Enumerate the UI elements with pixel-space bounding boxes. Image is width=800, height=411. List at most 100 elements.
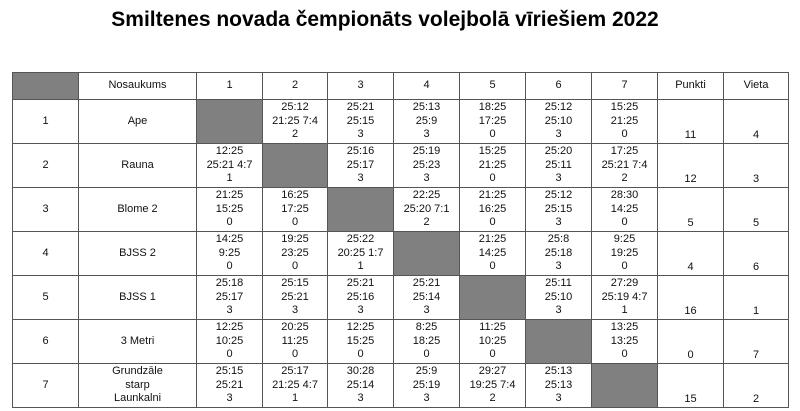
match-result-cell: 30:28 25:14 3: [327, 363, 394, 408]
match-result-cell: 25:22 20:25 1:7 1: [327, 231, 394, 276]
self-match-cell: [525, 319, 592, 364]
match-points: 3: [226, 392, 233, 405]
match-points: 0: [489, 172, 496, 185]
team-points: 11: [657, 99, 724, 144]
team-place: 6: [723, 231, 789, 276]
match-points: 2: [423, 216, 430, 229]
match-result-cell: 16:25 17:25 0: [262, 187, 328, 232]
team-name: Grundzāle starp Launkalni: [78, 363, 197, 408]
set-score: 25:21: [281, 290, 309, 303]
team-number: 4: [12, 231, 79, 276]
team-place: 7: [723, 319, 789, 364]
set-score: 21:25: [478, 158, 507, 171]
set-score: 25:17: [346, 158, 375, 171]
match-result-cell: 25:20 25:11 3: [525, 143, 592, 188]
team-name: BJSS 2: [78, 231, 197, 276]
match-result-cell: 21:25 16:25 0: [459, 187, 526, 232]
set-score: 25:15: [281, 277, 309, 290]
match-result-cell: 25:9 25:19 3: [393, 363, 460, 408]
set-score: 13:25: [610, 321, 639, 334]
self-match-cell: [327, 187, 394, 232]
team-number: 1: [12, 99, 79, 144]
set-score: 25:14: [346, 378, 375, 391]
team-points: 16: [657, 275, 724, 320]
match-points: 1: [226, 172, 233, 185]
set-score: 25:22: [346, 233, 375, 246]
set-score: 11:25: [281, 334, 309, 347]
set-score: 25:12: [281, 101, 309, 114]
header-col-7: 7: [591, 72, 658, 100]
set-score: 29:27: [478, 365, 507, 378]
match-points: 0: [226, 216, 233, 229]
set-score: 16:25: [281, 189, 309, 202]
match-result-cell: 22:25 25:20 7:1 2: [393, 187, 460, 232]
match-points: 0: [621, 260, 628, 273]
header-col-1: 1: [196, 72, 263, 100]
match-result-cell: 25:13 25:9 3: [393, 99, 460, 144]
set-score: 10:25: [478, 334, 507, 347]
match-result-cell: 27:29 25:19 4:7 1: [591, 275, 658, 320]
team-points: 4: [657, 231, 724, 276]
match-points: 3: [226, 304, 233, 317]
match-result-cell: 12:25 25:21 4:7 1: [196, 143, 263, 188]
team-name-line: Launkalni: [113, 392, 162, 405]
team-number: 3: [12, 187, 79, 232]
set-score: 14:25: [610, 202, 639, 215]
match-points: 3: [423, 304, 430, 317]
match-result-cell: 25:12 25:15 3: [525, 187, 592, 232]
match-result-cell: 29:27 19:25 7:4 2: [459, 363, 526, 408]
match-points: 0: [489, 348, 496, 361]
page-title: Smiltenes novada čempionāts volejbolā vī…: [111, 8, 659, 31]
match-result-cell: 25:12 25:10 3: [525, 99, 592, 144]
match-result-cell: 25:13 25:13 3: [525, 363, 592, 408]
set-score: 25:19 4:7: [601, 290, 648, 303]
match-result-cell: 25:8 25:18 3: [525, 231, 592, 276]
set-score: 25:21: [412, 277, 441, 290]
set-score: 18:25: [412, 334, 441, 347]
set-score: 15:25: [346, 334, 375, 347]
match-points: 0: [226, 260, 233, 273]
match-result-cell: 25:21 25:15 3: [327, 99, 394, 144]
set-score: 25:15: [346, 114, 375, 127]
team-points: 5: [657, 187, 724, 232]
team-points: 0: [657, 319, 724, 364]
set-score: 21:25: [215, 189, 244, 202]
header-row: Nosaukums 1 2 3 4 5 6 7 Punkti Vieta: [12, 72, 789, 100]
team-number: 2: [12, 143, 79, 188]
set-score: 19:25: [281, 233, 309, 246]
match-result-cell: 25:15 25:21 3: [196, 363, 263, 408]
team-row: 7 Grundzāle starp Launkalni 25:15 25:21 3 25:17…: [12, 363, 789, 408]
match-result-cell: 21:25 15:25 0: [196, 187, 263, 232]
set-score: 15:25: [215, 202, 244, 215]
team-place: 1: [723, 275, 789, 320]
match-points: 0: [621, 216, 628, 229]
team-row: 1 Ape 25:12 21:25 7:4 2 25:21 25:15 3 25:13 25:9 3…: [12, 99, 789, 144]
set-score: 12:25: [346, 321, 375, 334]
set-score: 12:25: [215, 321, 244, 334]
match-points: 2: [291, 128, 299, 141]
team-place: 2: [723, 363, 789, 408]
set-score: 25:21 7:4: [601, 158, 648, 171]
team-row: 4 BJSS 2 14:25 9:25 0 19:25 23:25 0 25:22 20:25 1…: [12, 231, 789, 276]
team-name: 3 Metri: [78, 319, 197, 364]
set-score: 16:25: [478, 202, 507, 215]
set-score: 25:19: [412, 378, 441, 391]
header-col-5: 5: [459, 72, 526, 100]
team-row: 2 Rauna 12:25 25:21 4:7 1 25:16 25:17 3 25:19 25:…: [12, 143, 789, 188]
match-points: 1: [621, 304, 628, 317]
match-points: 2: [489, 392, 496, 405]
set-score: 25:18: [215, 277, 244, 290]
match-result-cell: 25:16 25:17 3: [327, 143, 394, 188]
set-score: 17:25: [610, 145, 639, 158]
set-score: 23:25: [281, 246, 309, 259]
match-result-cell: 21:25 14:25 0: [459, 231, 526, 276]
set-score: 14:25: [215, 233, 244, 246]
team-place: 3: [723, 143, 789, 188]
set-score: 25:17: [281, 365, 309, 378]
header-col-4: 4: [393, 72, 460, 100]
match-result-cell: 25:12 21:25 7:4 2: [262, 99, 328, 144]
match-points: 0: [291, 348, 299, 361]
team-name: Rauna: [78, 143, 197, 188]
team-name-line: starp: [125, 378, 150, 391]
set-score: 25:15: [215, 365, 244, 378]
